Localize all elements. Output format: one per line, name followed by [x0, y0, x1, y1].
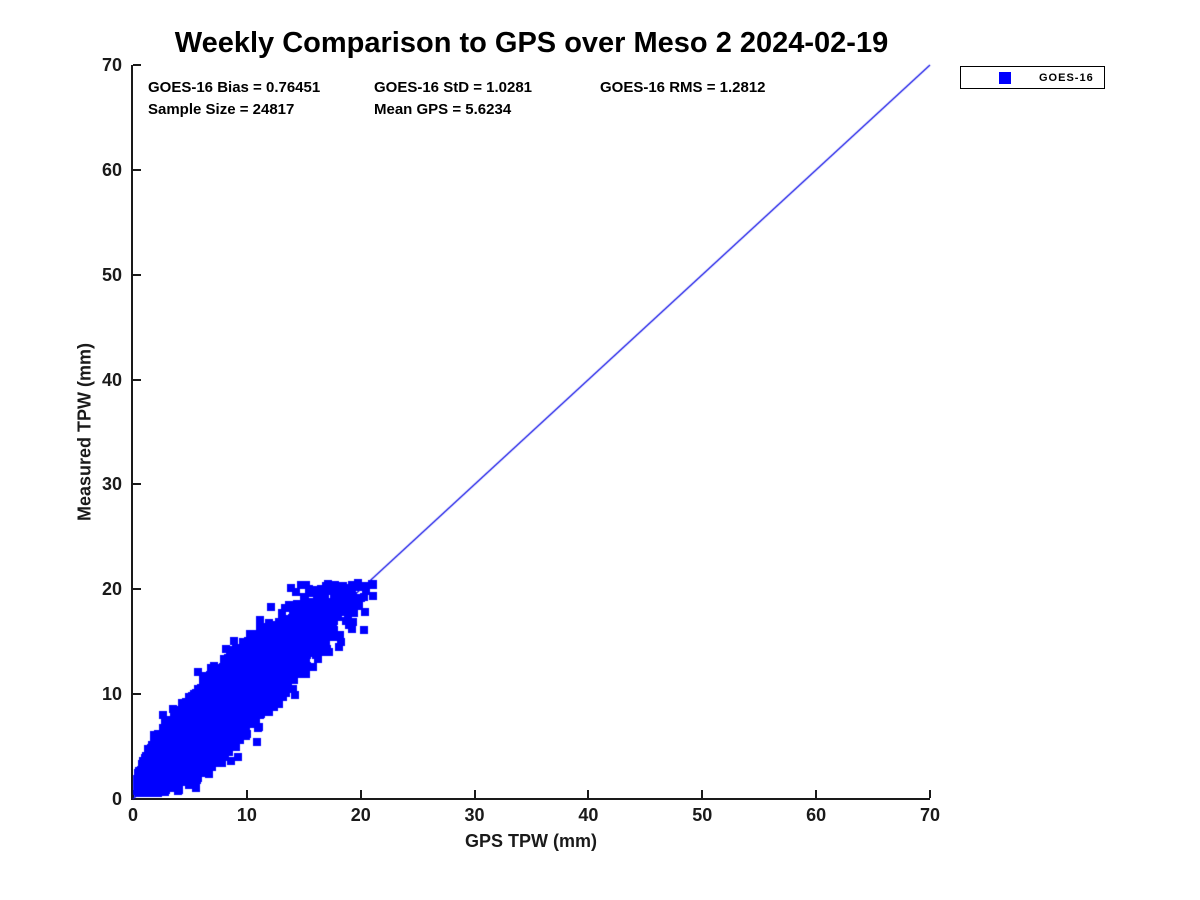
y-tick-label: 60 — [101, 159, 122, 180]
y-tick-label: 70 — [101, 55, 122, 75]
x-tick-label: 0 — [127, 805, 138, 825]
x-tick-label: 10 — [236, 805, 257, 825]
legend-square-marker-icon — [999, 71, 1011, 84]
y-tick-label: 0 — [111, 789, 122, 809]
stat-mean-gps: Mean GPS = 5.6234 — [374, 101, 512, 118]
stat-bias: GOES-16 Bias = 0.76451 — [148, 79, 321, 96]
y-tick-label: 30 — [101, 474, 122, 495]
x-tick-label: 20 — [350, 805, 371, 825]
x-tick-label: 30 — [464, 805, 485, 825]
y-tick-label: 50 — [101, 264, 122, 285]
chart-title: Weekly Comparison to GPS over Meso 2 202… — [174, 27, 889, 59]
stat-std: GOES-16 StD = 1.0281 — [374, 79, 532, 96]
x-tick-label: 60 — [806, 805, 827, 825]
x-axis-title: GPS TPW (mm) — [464, 831, 597, 851]
y-tick-label: 20 — [101, 579, 122, 600]
y-tick-label: 10 — [101, 684, 122, 705]
stat-sample-size: Sample Size = 24817 — [148, 101, 295, 118]
y-tick-label: 40 — [101, 369, 122, 390]
x-tick-label: 70 — [919, 805, 941, 825]
legend-box: GOES-16 — [960, 66, 1105, 89]
x-tick-label: 50 — [692, 805, 713, 825]
legend-label: GOES-16 — [1039, 71, 1094, 84]
x-tick-label: 40 — [578, 805, 599, 825]
y-axis-title: Measured TPW (mm) — [74, 342, 95, 522]
stat-rms: GOES-16 RMS = 1.2812 — [600, 79, 766, 96]
